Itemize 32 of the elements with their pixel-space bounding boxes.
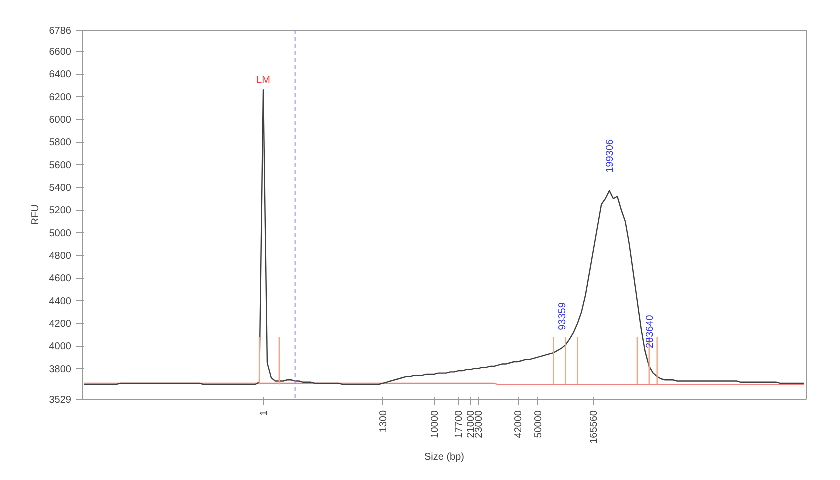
annotation: LM <box>256 75 270 86</box>
y-tick-label: 4200 <box>49 318 72 330</box>
y-tick-label: 5600 <box>49 160 72 172</box>
y-tick-label: 5800 <box>49 138 72 149</box>
annotation: 283640 <box>644 314 656 349</box>
annotation: 199306 <box>605 139 616 173</box>
y-tick-label: 5400 <box>49 183 72 194</box>
y-tick-label: 3529 <box>49 395 72 406</box>
x-tick-label: 17700 <box>454 410 465 438</box>
x-tick-label: 1300 <box>378 410 390 433</box>
y-tick-label: 4000 <box>49 342 72 353</box>
y-tick-label: 3800 <box>49 364 72 376</box>
y-tick-label: 5000 <box>49 228 72 240</box>
x-tick-label: 42000 <box>514 410 525 438</box>
y-tick-label: 4800 <box>49 251 72 262</box>
y-tick-label: 6000 <box>49 115 72 126</box>
x-tick-label: 1 <box>259 410 270 416</box>
x-tick-label: 10000 <box>430 410 442 438</box>
y-tick-label: 4400 <box>49 296 72 308</box>
line-series <box>84 89 806 386</box>
y-tick-label: 4600 <box>49 274 72 285</box>
annotation: 93359 <box>557 302 568 330</box>
y-tick-label: 6786 <box>49 26 72 37</box>
x-axis-title: Size (bp) <box>424 452 465 463</box>
y-axis-title: RFU <box>30 204 42 226</box>
x-tick-label: 50000 <box>533 410 544 438</box>
y-tick-label: 6400 <box>49 70 72 81</box>
x-tick-label: 165560 <box>589 410 600 444</box>
y-tick-label: 5200 <box>49 206 72 217</box>
y-tick-label: 6200 <box>49 92 72 104</box>
x-tick-label: 23000 <box>474 410 485 438</box>
y-tick-label: 6600 <box>49 47 72 58</box>
